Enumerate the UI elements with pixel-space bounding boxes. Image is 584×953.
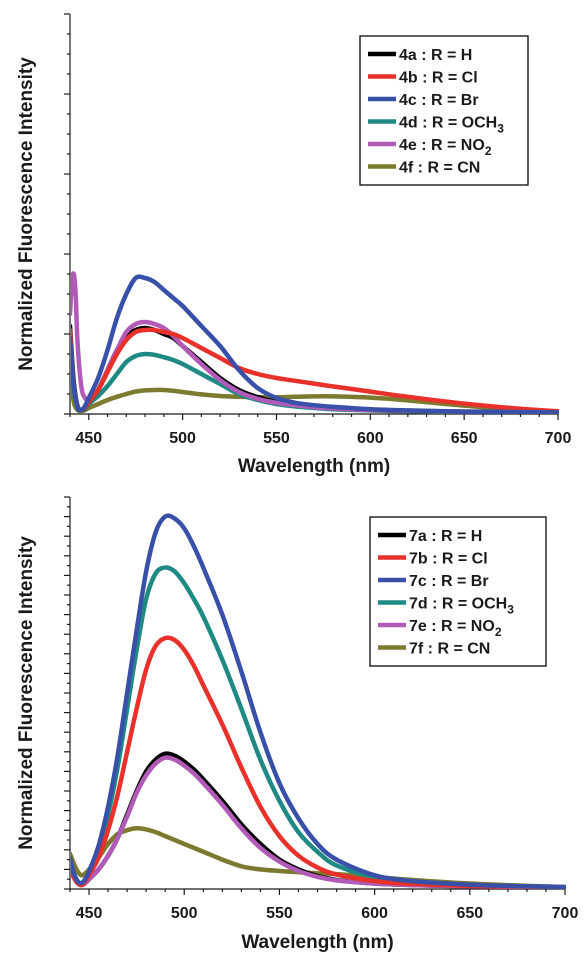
legend-box — [359, 35, 529, 186]
chart-top: 450 500 550 600 650 700 Wavelength (nm) Normali… — [16, 13, 572, 477]
legend-box — [369, 516, 547, 667]
legend-label: 7e : R = NO2 — [409, 618, 502, 639]
series-line-4a — [71, 323, 559, 414]
x-tick-label: 700 — [545, 430, 572, 447]
legend-label: 7a : R = H — [409, 528, 482, 545]
series-line-4c — [71, 274, 559, 414]
x-tick-label: 600 — [357, 430, 384, 447]
x-axis-title: Wavelength (nm) — [238, 456, 390, 477]
series-line-7c — [71, 513, 566, 889]
x-tick-label: 650 — [456, 905, 483, 922]
x-tick-label: 700 — [552, 905, 579, 922]
x-tick-label: 600 — [361, 905, 388, 922]
legend-label: 4f : R = CN — [399, 160, 480, 177]
legend-label: 4c : R = Br — [399, 92, 479, 109]
x-axis-title: Wavelength (nm) — [241, 932, 393, 953]
legend-label: 4b : R = Cl — [399, 70, 478, 87]
x-tick-label: 500 — [171, 905, 198, 922]
legend-label: 4d : R = OCH3 — [399, 115, 504, 136]
legend-label: 7b : R = Cl — [409, 551, 488, 568]
x-tick-label: 650 — [451, 430, 478, 447]
legend-label: 4e : R = NO2 — [399, 137, 492, 158]
chart-bottom: 450 500 550 600 650 700 Wavelength (nm) Normali… — [16, 496, 579, 953]
legend-label: 7c : R = Br — [409, 573, 489, 590]
x-tick-label: 550 — [266, 905, 293, 922]
y-axis-title: Normalized Fluorescence Intensity — [16, 57, 37, 371]
x-tick-label: 550 — [263, 430, 290, 447]
legend-label: 4a : R = H — [399, 47, 472, 64]
y-axis-title: Normalized Fluorescence Intensity — [16, 536, 37, 850]
legend-label: 7d : R = OCH3 — [409, 596, 514, 617]
series-line-4b — [71, 327, 559, 414]
x-tick-label: 500 — [169, 430, 196, 447]
x-tick-label: 450 — [76, 905, 103, 922]
x-tick-label: 450 — [75, 430, 102, 447]
legend-label: 7f : R = CN — [409, 641, 490, 658]
